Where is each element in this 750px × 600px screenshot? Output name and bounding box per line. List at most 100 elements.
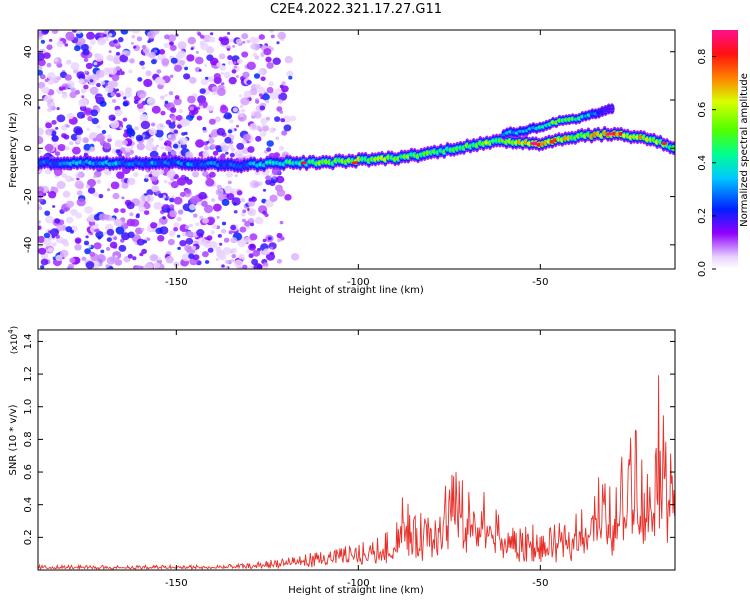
noise-blob [106,237,112,242]
y-tick-label: 40 [23,45,34,58]
noise-blob [258,34,265,40]
noise-blob [93,229,97,232]
noise-blob [145,142,155,152]
noise-blob [122,101,129,107]
noise-blob [237,239,247,248]
noise-blob [173,196,183,205]
snr-panel: -150 -100 -50 0.2 0.4 0.6 0.8 1.0 1.2 1.4 Height… [7,326,676,596]
noise-blob [236,190,243,196]
noise-blob [243,90,252,99]
noise-blob [146,139,152,145]
noise-blob [44,210,51,216]
noise-blob [134,126,139,131]
noise-blob [149,254,158,262]
noise-blob [184,66,189,71]
noise-blob [228,76,237,85]
noise-blob [270,34,275,39]
noise-blob [86,31,95,40]
noise-blob [98,213,107,221]
noise-blob [55,254,63,262]
noise-blob [184,176,189,181]
noise-blob [116,171,125,179]
noise-blob [252,249,261,257]
noise-blob [191,245,197,250]
colorbar-tick-label: 0.0 [697,261,708,277]
noise-blob [280,118,286,123]
noise-blob [123,132,129,138]
noise-blob [227,60,233,65]
noise-blob [168,91,174,96]
noise-blob [130,146,134,149]
noise-blob [199,215,204,220]
noise-blob [115,226,125,235]
noise-blob [87,178,96,188]
noise-blob [110,92,116,97]
noise-blob [170,107,177,113]
noise-blob [266,147,272,152]
noise-blob [90,109,99,117]
noise-blob [77,37,86,46]
noise-blob [209,171,216,178]
noise-blob [262,238,267,243]
noise-blob [94,53,104,62]
noise-blob [290,252,300,261]
noise-blob [102,67,112,75]
noise-blob [176,216,182,222]
noise-blob [162,216,167,220]
noise-blob [185,237,194,245]
noise-blob [169,41,174,46]
noise-blob [247,146,255,153]
noise-blob [249,123,258,131]
noise-blob [233,61,237,64]
noise-blob [174,64,182,72]
noise-blob [131,34,136,39]
noise-blob [266,140,274,147]
noise-blob [233,65,237,69]
noise-blob [116,51,120,56]
noise-blob [132,256,137,261]
noise-blob [70,177,75,181]
noise-blob [38,148,42,155]
noise-blob [171,195,175,199]
noise-blob [200,78,209,86]
noise-blob [195,222,200,227]
noise-blob [96,254,106,263]
noise-blob [93,175,97,179]
noise-blob [208,241,218,249]
noise-blob [193,213,198,218]
noise-blob [265,252,276,261]
noise-blob [89,251,96,257]
chart-title: C2E4.2022.321.17.27.G11 [269,2,443,17]
noise-blob [279,110,284,114]
noise-blob [38,69,43,76]
noise-blob [56,114,66,123]
noise-blob [75,138,82,144]
noise-blob [108,33,113,37]
noise-blob [99,100,107,107]
noise-blob [216,184,222,190]
noise-blob [85,235,89,239]
noise-blob [189,76,197,84]
noise-blob [143,202,151,210]
noise-blob [230,237,238,244]
noise-blob [177,246,181,250]
noise-blob [85,62,93,70]
noise-blob [170,150,177,156]
noise-blob [51,120,57,125]
noise-blob [107,137,112,143]
noise-blob [277,238,282,243]
noise-blob [276,41,280,45]
noise-blob [227,129,233,134]
noise-blob [160,95,165,100]
noise-blob [249,36,257,43]
noise-blob [284,194,292,201]
noise-blob [209,169,214,173]
spectrogram-x-ticks: -150 -100 -50 [165,30,548,288]
noise-blob [85,261,95,269]
noise-blob [197,32,202,36]
noise-blob [189,106,194,111]
noise-blob [95,134,105,143]
noise-blob [122,117,128,122]
noise-blob [151,185,159,193]
noise-blob [148,128,157,136]
